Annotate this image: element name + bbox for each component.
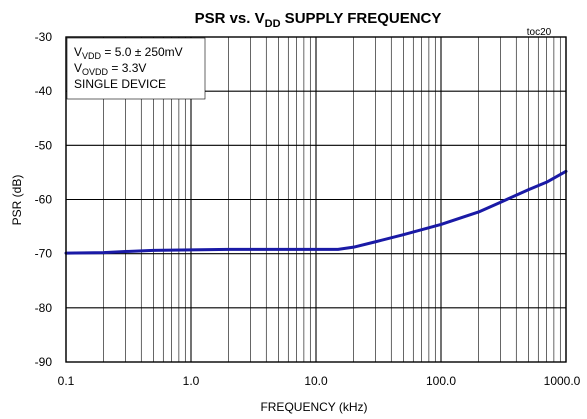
y-tick-label: -50 [35, 138, 53, 152]
conditions-box [66, 37, 206, 100]
x-tick-label: 10.0 [304, 374, 328, 388]
y-tick-label: -70 [35, 247, 53, 261]
y-tick-label: -60 [35, 193, 53, 207]
y-tick-label: -90 [35, 355, 53, 369]
y-tick-label: -80 [35, 301, 53, 315]
x-tick-labels: 0.1 1.0 10.0 100.0 1000.0 [58, 374, 581, 388]
x-tick-label: 100.0 [426, 374, 456, 388]
y-tick-label: -30 [35, 30, 53, 44]
x-tick-label: 1000.0 [544, 374, 581, 388]
psr-curve [64, 169, 568, 255]
y-axis-label: PSR (dB) [10, 175, 24, 226]
y-tick-label: -40 [35, 84, 53, 98]
condition-line: VVDD = 5.0 ± 250mV [74, 45, 183, 61]
condition-line: SINGLE DEVICE [74, 77, 166, 91]
x-tick-label: 1.0 [183, 374, 200, 388]
x-tick-label: 0.1 [58, 374, 75, 388]
x-axis-label: FREQUENCY (kHz) [260, 400, 367, 414]
chart-title: PSR vs. VDD SUPPLY FREQUENCY [195, 10, 442, 30]
figure-code: toc20 [527, 27, 552, 38]
condition-line: VOVDD = 3.3V [74, 61, 146, 77]
y-tick-labels: -30 -40 -50 -60 -70 -80 -90 [35, 30, 53, 369]
plot-frame [65, 36, 567, 363]
